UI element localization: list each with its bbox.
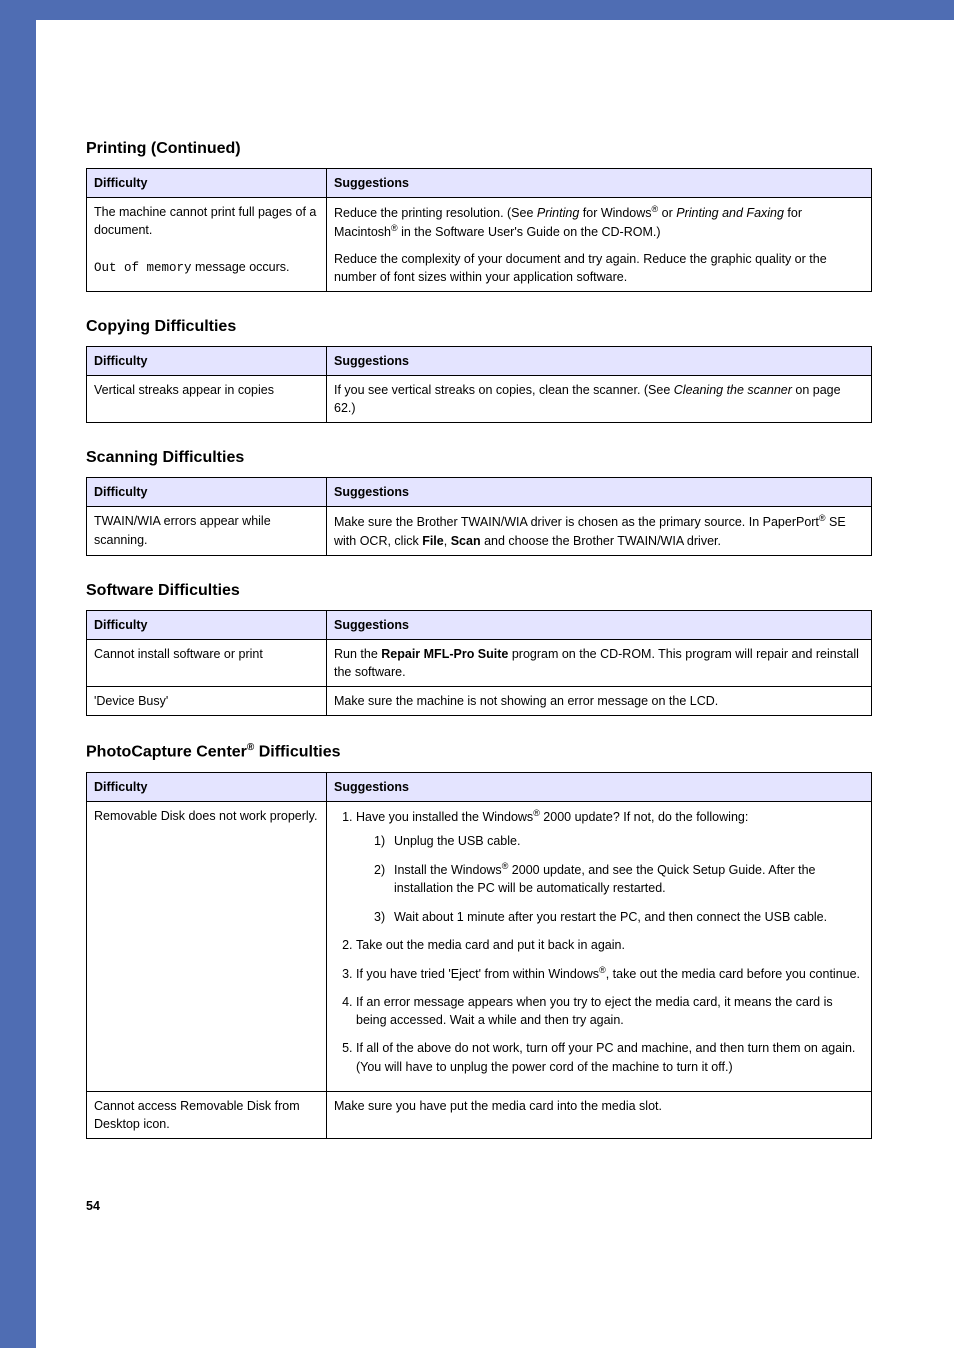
text: The machine cannot print full pages of a… (94, 205, 316, 237)
list-item: If you have tried 'Eject' from within Wi… (356, 964, 864, 983)
table-row: TWAIN/WIA errors appear while scanning. … (87, 507, 872, 555)
page-content: Printing (Continued) Difficulty Suggesti… (36, 20, 954, 1253)
heading-printing: Printing (Continued) (86, 140, 872, 158)
text-italic: Cleaning the scanner (674, 383, 792, 397)
col-suggestions: Suggestions (327, 478, 872, 507)
text-italic: Printing and Faxing (676, 206, 784, 220)
list-item: 2)Install the Windows® 2000 update, and … (374, 860, 864, 897)
cell-difficulty: The machine cannot print full pages of a… (87, 198, 327, 292)
col-difficulty: Difficulty (87, 478, 327, 507)
text: Difficulties (254, 744, 340, 761)
list-item: 3)Wait about 1 minute after you restart … (374, 908, 864, 926)
text-bold: Repair MFL-Pro Suite (381, 647, 508, 661)
list-item: If all of the above do not work, turn of… (356, 1039, 864, 1075)
text: Install the Windows (394, 863, 502, 877)
heading-scanning: Scanning Difficulties (86, 449, 872, 467)
text: Reduce the printing resolution. (See (334, 206, 537, 220)
list-prefix: 3) (374, 908, 394, 926)
paragraph: Reduce the complexity of your document a… (334, 250, 864, 286)
table-header-row: Difficulty Suggestions (87, 610, 872, 639)
text: message occurs. (192, 260, 290, 274)
cell-suggestion: If you see vertical streaks on copies, c… (327, 376, 872, 423)
ordered-list: Have you installed the Windows® 2000 upd… (334, 807, 864, 1076)
cell-suggestion: Make sure the machine is not showing an … (327, 687, 872, 716)
page-number: 54 (86, 1199, 872, 1213)
heading-copying: Copying Difficulties (86, 318, 872, 336)
list-item: 1)Unplug the USB cable. (374, 832, 864, 850)
table-row: Removable Disk does not work properly. H… (87, 801, 872, 1091)
text-bold: Scan (451, 534, 481, 548)
col-suggestions: Suggestions (327, 346, 872, 375)
col-difficulty: Difficulty (87, 772, 327, 801)
table-printing: Difficulty Suggestions The machine canno… (86, 168, 872, 292)
text-bold: File (422, 534, 444, 548)
text: in the Software User's Guide on the CD-R… (398, 226, 661, 240)
table-photocapture: Difficulty Suggestions Removable Disk do… (86, 772, 872, 1139)
table-header-row: Difficulty Suggestions (87, 346, 872, 375)
col-suggestions: Suggestions (327, 610, 872, 639)
text-italic: Printing (537, 206, 579, 220)
left-accent-bar (0, 0, 36, 1348)
table-header-row: Difficulty Suggestions (87, 478, 872, 507)
text: Wait about 1 minute after you restart th… (394, 910, 827, 924)
col-difficulty: Difficulty (87, 610, 327, 639)
text: for Windows (579, 206, 651, 220)
sup: ® (391, 223, 398, 233)
table-scanning: Difficulty Suggestions TWAIN/WIA errors … (86, 477, 872, 556)
list-item: If an error message appears when you try… (356, 993, 864, 1029)
table-row: The machine cannot print full pages of a… (87, 198, 872, 292)
list-prefix: 2) (374, 861, 394, 879)
col-difficulty: Difficulty (87, 169, 327, 198)
top-accent-bar (0, 0, 954, 20)
heading-photocapture: PhotoCapture Center® Difficulties (86, 742, 872, 761)
heading-software: Software Difficulties (86, 582, 872, 600)
table-row: 'Device Busy' Make sure the machine is n… (87, 687, 872, 716)
list-prefix: 1) (374, 832, 394, 850)
text: Unplug the USB cable. (394, 834, 520, 848)
table-header-row: Difficulty Suggestions (87, 169, 872, 198)
text: PhotoCapture Center (86, 744, 247, 761)
cell-difficulty: Removable Disk does not work properly. (87, 801, 327, 1091)
table-software: Difficulty Suggestions Cannot install so… (86, 610, 872, 717)
text: Run the (334, 647, 381, 661)
table-header-row: Difficulty Suggestions (87, 772, 872, 801)
cell-difficulty: 'Device Busy' (87, 687, 327, 716)
sup: ® (819, 513, 826, 523)
table-row: Vertical streaks appear in copies If you… (87, 376, 872, 423)
cell-suggestion: Have you installed the Windows® 2000 upd… (327, 801, 872, 1091)
col-difficulty: Difficulty (87, 346, 327, 375)
col-suggestions: Suggestions (327, 772, 872, 801)
inner-list: 1)Unplug the USB cable. 2)Install the Wi… (356, 832, 864, 926)
text: Make sure the Brother TWAIN/WIA driver i… (334, 516, 819, 530)
col-suggestions: Suggestions (327, 169, 872, 198)
text: If you see vertical streaks on copies, c… (334, 383, 674, 397)
text: or (658, 206, 676, 220)
text: Have you installed the Windows (356, 810, 533, 824)
cell-difficulty: Cannot install software or print (87, 639, 327, 686)
table-row: Cannot install software or print Run the… (87, 639, 872, 686)
mono-text: Out of memory (94, 261, 192, 275)
sup: ® (599, 965, 606, 975)
text: , (444, 534, 451, 548)
paragraph: Reduce the printing resolution. (See Pri… (334, 203, 864, 242)
list-item: Have you installed the Windows® 2000 upd… (356, 807, 864, 926)
text: , take out the media card before you con… (606, 967, 860, 981)
cell-difficulty: TWAIN/WIA errors appear while scanning. (87, 507, 327, 555)
table-copying: Difficulty Suggestions Vertical streaks … (86, 346, 872, 423)
cell-difficulty: Cannot access Removable Disk from Deskto… (87, 1091, 327, 1138)
text: and choose the Brother TWAIN/WIA driver. (481, 534, 721, 548)
cell-suggestion: Make sure you have put the media card in… (327, 1091, 872, 1138)
sup: ® (533, 808, 540, 818)
table-row: Cannot access Removable Disk from Deskto… (87, 1091, 872, 1138)
text: 2000 update? If not, do the following: (540, 810, 749, 824)
cell-suggestion: Reduce the printing resolution. (See Pri… (327, 198, 872, 292)
list-item: Take out the media card and put it back … (356, 936, 864, 954)
cell-suggestion: Run the Repair MFL-Pro Suite program on … (327, 639, 872, 686)
cell-difficulty: Vertical streaks appear in copies (87, 376, 327, 423)
text: If you have tried 'Eject' from within Wi… (356, 967, 599, 981)
cell-suggestion: Make sure the Brother TWAIN/WIA driver i… (327, 507, 872, 555)
